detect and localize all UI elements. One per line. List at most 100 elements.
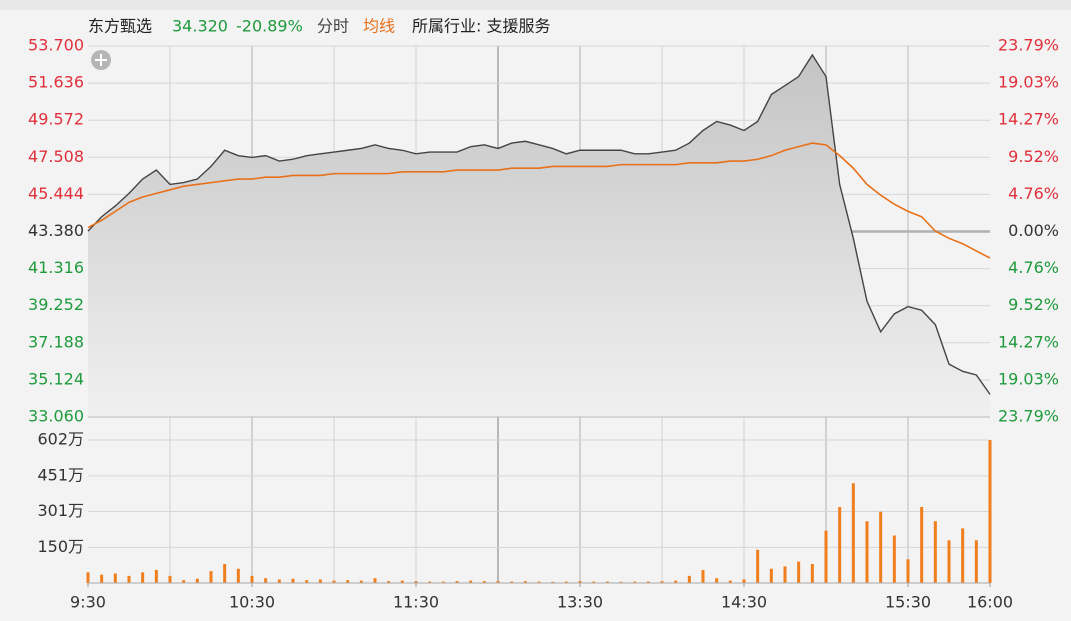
legend-avg[interactable]: 均线 bbox=[363, 17, 395, 36]
y-tick-label: 53.700 bbox=[28, 36, 84, 55]
volume-bar bbox=[469, 580, 473, 583]
volume-bar bbox=[455, 581, 459, 583]
x-tick-label: 10:30 bbox=[229, 593, 275, 612]
volume-bar bbox=[906, 559, 910, 583]
y2-tick-label: 23.79% bbox=[998, 36, 1059, 55]
volume-bar bbox=[619, 581, 623, 583]
y2-tick-label: 19.03% bbox=[998, 369, 1059, 388]
volume-bar bbox=[783, 566, 787, 583]
volume-bar bbox=[592, 581, 596, 583]
y-tick-label: 41.316 bbox=[28, 258, 84, 277]
volume-bar bbox=[933, 521, 937, 583]
top-bar bbox=[0, 0, 1071, 10]
volume-bar bbox=[537, 581, 541, 583]
volume-bar bbox=[797, 561, 801, 583]
y-tick-label: 43.380 bbox=[28, 221, 84, 240]
volume-bar bbox=[646, 581, 650, 583]
volume-bar bbox=[892, 535, 896, 583]
volume-bar bbox=[851, 483, 855, 583]
volume-bar bbox=[318, 579, 322, 583]
volume-bar bbox=[564, 581, 568, 583]
volume-bar bbox=[756, 549, 760, 583]
volume-bar bbox=[277, 579, 281, 583]
volume-bar bbox=[482, 581, 486, 583]
x-tick-label: 15:30 bbox=[885, 593, 931, 612]
y-tick-label: 35.124 bbox=[28, 369, 84, 388]
volume-bar bbox=[578, 581, 582, 583]
volume-bar bbox=[195, 578, 199, 583]
volume-bar bbox=[264, 578, 268, 583]
volume-bar bbox=[510, 581, 514, 583]
y-tick-label: 33.060 bbox=[28, 407, 84, 426]
y2-tick-label: 23.79% bbox=[998, 407, 1059, 426]
x-tick-label: 13:30 bbox=[557, 593, 603, 612]
stock-name: 东方甄选 bbox=[88, 17, 152, 36]
x-tick-label: 9:30 bbox=[70, 593, 106, 612]
y-tick-label: 49.572 bbox=[28, 110, 84, 129]
volume-bar bbox=[346, 580, 350, 583]
y2-tick-label: 4.76% bbox=[1008, 184, 1059, 203]
y-tick-label: 301万 bbox=[37, 501, 84, 520]
volume-bar bbox=[865, 521, 869, 583]
volume-bar bbox=[551, 581, 555, 583]
volume-bar bbox=[715, 578, 719, 583]
y-tick-label: 150万 bbox=[37, 537, 84, 556]
volume-bar bbox=[414, 581, 418, 583]
change-pct: -20.89% bbox=[236, 17, 303, 36]
x-tick-label: 11:30 bbox=[393, 593, 439, 612]
y2-tick-label: 9.52% bbox=[1008, 147, 1059, 166]
volume-bar bbox=[742, 579, 746, 583]
y-tick-label: 39.252 bbox=[28, 295, 84, 314]
zoom-button[interactable] bbox=[91, 50, 111, 70]
volume-bar bbox=[947, 540, 951, 583]
volume-bar bbox=[633, 581, 637, 583]
volume-bar bbox=[127, 575, 131, 583]
volume-bar bbox=[236, 568, 240, 583]
volume-bar bbox=[387, 581, 391, 583]
legend-price[interactable]: 分时 bbox=[317, 17, 349, 36]
volume-bar bbox=[441, 581, 445, 583]
volume-bar bbox=[974, 540, 978, 583]
volume-bar bbox=[920, 506, 924, 583]
volume-bar bbox=[810, 563, 814, 583]
volume-bar bbox=[701, 569, 705, 583]
last-price: 34.320 bbox=[172, 17, 228, 36]
volume-bar bbox=[291, 578, 295, 583]
y2-tick-label: 19.03% bbox=[998, 73, 1059, 92]
volume-bar bbox=[660, 581, 664, 583]
y-tick-label: 47.508 bbox=[28, 147, 84, 166]
volume-bar bbox=[223, 563, 227, 583]
volume-bar bbox=[400, 580, 404, 583]
volume-bar bbox=[141, 572, 145, 583]
volume-bar bbox=[359, 580, 363, 583]
volume-bar bbox=[769, 568, 773, 583]
volume-bar bbox=[168, 575, 172, 583]
volume-bar bbox=[988, 440, 992, 583]
volume-bar bbox=[373, 578, 377, 583]
price-line bbox=[87, 53, 991, 395]
volume-bar bbox=[86, 572, 90, 583]
volume-bar bbox=[305, 580, 309, 583]
y2-tick-label: 14.27% bbox=[998, 332, 1059, 351]
y-tick-label: 451万 bbox=[37, 465, 84, 484]
y2-tick-label: 9.52% bbox=[1008, 295, 1059, 314]
y2-tick-label: 4.76% bbox=[1008, 258, 1059, 277]
volume-bar bbox=[209, 571, 213, 583]
volume-bar bbox=[250, 575, 254, 583]
volume-bar bbox=[728, 580, 732, 583]
volume-bar bbox=[113, 573, 117, 583]
x-tick-label: 14:30 bbox=[721, 593, 767, 612]
volume-bar bbox=[961, 528, 965, 583]
volume-bar bbox=[824, 530, 828, 583]
volume-bar bbox=[100, 574, 104, 583]
y-tick-label: 602万 bbox=[37, 430, 84, 449]
price-area bbox=[88, 54, 990, 418]
volume-bar bbox=[879, 511, 883, 583]
y2-tick-label: 0.00% bbox=[1008, 221, 1059, 240]
volume-bar bbox=[687, 575, 691, 583]
industry: 所属行业: 支援服务 bbox=[412, 17, 550, 36]
volume-bar bbox=[838, 506, 842, 583]
volume-bar bbox=[674, 580, 678, 583]
y2-tick-label: 14.27% bbox=[998, 110, 1059, 129]
